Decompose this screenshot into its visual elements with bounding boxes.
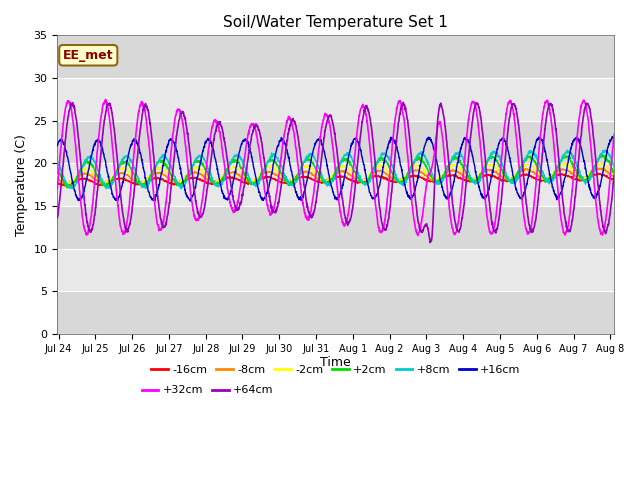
X-axis label: Time: Time (321, 356, 351, 369)
Bar (58, 163, 614, 206)
Bar (58, 249, 614, 291)
Bar (58, 36, 614, 78)
Text: EE_met: EE_met (63, 49, 113, 62)
Bar (58, 291, 614, 334)
Legend: +32cm, +64cm: +32cm, +64cm (137, 381, 278, 400)
Bar (58, 120, 614, 163)
Bar (58, 206, 614, 249)
Title: Soil/Water Temperature Set 1: Soil/Water Temperature Set 1 (223, 15, 448, 30)
Y-axis label: Temperature (C): Temperature (C) (15, 133, 28, 236)
Bar (58, 78, 614, 120)
